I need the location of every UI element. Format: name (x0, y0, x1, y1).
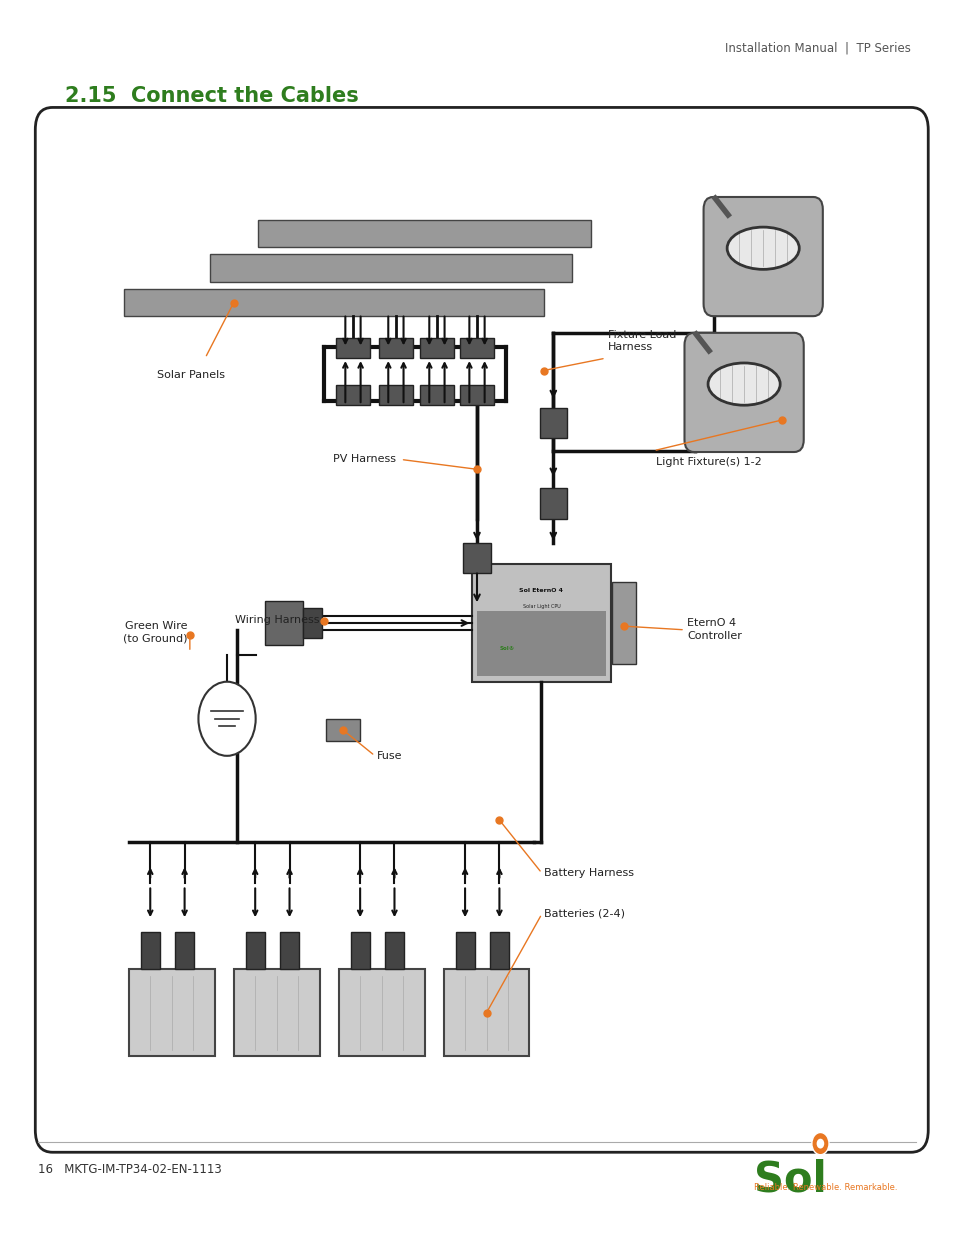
Circle shape (811, 1132, 828, 1155)
Text: Reliable. Renewable. Remarkable.: Reliable. Renewable. Remarkable. (753, 1183, 896, 1192)
Text: Fixture Load
Harness: Fixture Load Harness (607, 330, 676, 352)
FancyBboxPatch shape (702, 198, 821, 316)
Text: Solar Panels: Solar Panels (156, 370, 225, 380)
Bar (257, 220, 591, 247)
Bar (476, 611, 605, 676)
Bar (378, 385, 413, 405)
Circle shape (816, 1139, 823, 1149)
Text: Sol: Sol (753, 1158, 825, 1200)
Text: Battery Harness: Battery Harness (543, 868, 633, 878)
Bar (303, 609, 322, 638)
Bar (419, 338, 454, 358)
Text: Sol®: Sol® (498, 646, 514, 651)
Bar (539, 408, 566, 438)
Bar (246, 932, 265, 969)
FancyBboxPatch shape (683, 332, 802, 452)
Bar (490, 932, 509, 969)
Bar (338, 969, 424, 1056)
Bar (419, 385, 454, 405)
Bar (233, 969, 319, 1056)
Text: Wiring Harness: Wiring Harness (234, 615, 319, 625)
Text: Solar Light CPU: Solar Light CPU (522, 604, 559, 609)
Bar (210, 254, 572, 282)
Bar (384, 932, 404, 969)
Bar (443, 969, 529, 1056)
Bar (459, 338, 494, 358)
Text: Batteries (2-4): Batteries (2-4) (543, 909, 624, 919)
Bar (335, 338, 370, 358)
Bar (141, 932, 159, 969)
Ellipse shape (726, 227, 799, 269)
Bar (326, 719, 359, 741)
Text: Fuse: Fuse (376, 751, 402, 761)
Bar (124, 289, 543, 316)
Text: PV Harness: PV Harness (333, 454, 395, 464)
Text: 2.15  Connect the Cables: 2.15 Connect the Cables (65, 86, 358, 106)
Bar (462, 543, 491, 573)
Text: Installation Manual  |  TP Series: Installation Manual | TP Series (724, 42, 910, 56)
Bar (459, 385, 494, 405)
Text: EternO 4
Controller: EternO 4 Controller (686, 619, 741, 641)
Bar (280, 932, 299, 969)
Bar (539, 488, 566, 519)
Bar (174, 932, 193, 969)
Text: Light Fixture(s) 1-2: Light Fixture(s) 1-2 (656, 457, 761, 467)
Bar (472, 564, 610, 682)
Bar (456, 932, 475, 969)
Text: Sol EternO 4: Sol EternO 4 (518, 588, 563, 593)
FancyBboxPatch shape (35, 107, 927, 1152)
Circle shape (198, 682, 255, 756)
Bar (612, 582, 636, 664)
Bar (378, 338, 413, 358)
Ellipse shape (707, 363, 780, 405)
Text: Green Wire
(to Ground): Green Wire (to Ground) (123, 621, 188, 643)
Bar (129, 969, 214, 1056)
Bar (351, 932, 370, 969)
Bar (265, 601, 303, 645)
Bar (335, 385, 370, 405)
Text: 16   MKTG-IM-TP34-02-EN-1113: 16 MKTG-IM-TP34-02-EN-1113 (38, 1163, 222, 1177)
